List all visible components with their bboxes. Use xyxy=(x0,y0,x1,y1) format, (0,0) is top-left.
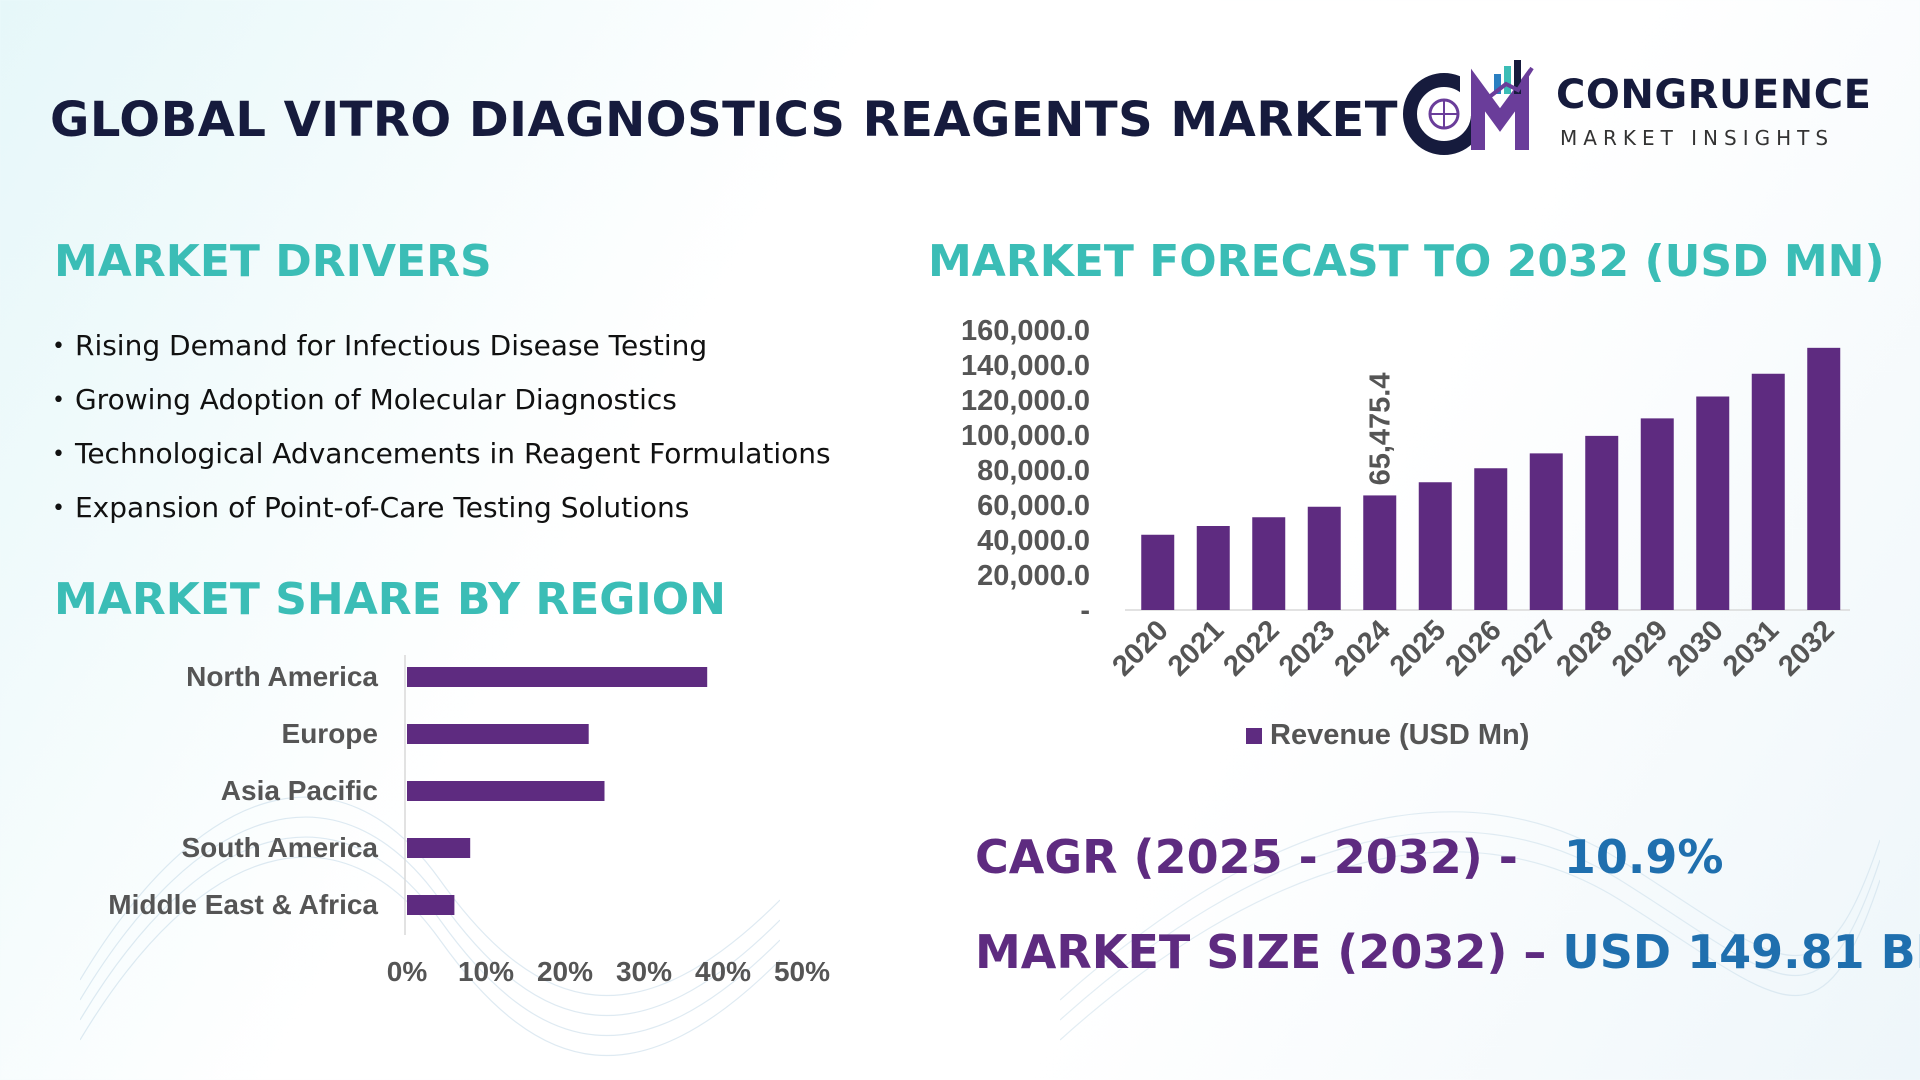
forecast-chart: -20,000.040,000.060,000.080,000.0100,000… xyxy=(961,315,1850,750)
region-x-tick: 40% xyxy=(695,956,751,987)
region-x-tick: 10% xyxy=(458,956,514,987)
forecast-bar xyxy=(1418,482,1452,610)
forecast-x-tick: 2032 xyxy=(1772,614,1840,682)
cagr-label: CAGR (2025 - 2032) - xyxy=(975,830,1518,884)
region-x-tick: 20% xyxy=(537,956,593,987)
forecast-y-tick: 160,000.0 xyxy=(961,315,1090,347)
forecast-bar xyxy=(1196,526,1230,610)
forecast-y-tick: 140,000.0 xyxy=(961,350,1090,382)
cagr-value: 10.9% xyxy=(1563,830,1724,884)
forecast-x-tick: 2022 xyxy=(1217,614,1285,682)
forecast-data-label: 65,475.4 xyxy=(1365,373,1397,486)
forecast-x-tick: 2026 xyxy=(1439,614,1507,682)
forecast-bar xyxy=(1252,517,1286,610)
region-bar xyxy=(407,895,455,915)
company-logo: CONGRUENCE MARKET INSIGHTS xyxy=(1400,54,1880,164)
region-share-title: MARKET SHARE BY REGION xyxy=(54,574,726,625)
region-bar xyxy=(407,838,471,858)
legend-label: Revenue (USD Mn) xyxy=(1270,719,1529,750)
region-bar xyxy=(407,667,708,687)
region-category-label: North America xyxy=(186,661,378,692)
region-category-label: Asia Pacific xyxy=(221,775,378,806)
forecast-bar xyxy=(1585,435,1619,610)
region-bar xyxy=(407,724,589,744)
forecast-title: MARKET FORECAST TO 2032 (USD MN) xyxy=(928,236,1885,287)
region-category-label: Middle East & Africa xyxy=(108,889,378,920)
drivers-title: MARKET DRIVERS xyxy=(54,236,492,287)
forecast-bar xyxy=(1307,506,1341,610)
forecast-bar xyxy=(1640,418,1674,610)
forecast-y-tick: 120,000.0 xyxy=(961,385,1090,417)
region-category-label: South America xyxy=(181,832,378,863)
forecast-x-tick: 2030 xyxy=(1661,614,1729,682)
region-x-tick: 30% xyxy=(616,956,672,987)
forecast-x-tick: 2029 xyxy=(1606,614,1674,682)
forecast-y-tick: 40,000.0 xyxy=(977,525,1090,557)
driver-item: Rising Demand for Infectious Disease Tes… xyxy=(52,322,831,376)
forecast-y-tick: 60,000.0 xyxy=(977,490,1090,522)
forecast-bar xyxy=(1363,495,1397,610)
forecast-y-tick: 80,000.0 xyxy=(977,455,1090,487)
forecast-x-tick: 2025 xyxy=(1384,614,1452,682)
forecast-bar xyxy=(1696,396,1730,610)
forecast-bar xyxy=(1141,534,1175,610)
driver-item: Technological Advancements in Reagent Fo… xyxy=(52,430,831,484)
forecast-x-tick: 2027 xyxy=(1495,614,1563,682)
region-share-chart: North America Europe Asia Pacific South Ame… xyxy=(108,655,830,987)
forecast-x-tick: 2031 xyxy=(1717,614,1785,682)
region-x-tick: 0% xyxy=(387,956,428,987)
market-size-label: MARKET SIZE (2032) – xyxy=(975,925,1547,979)
forecast-bar xyxy=(1529,453,1563,610)
region-bar xyxy=(407,781,605,801)
driver-item: Growing Adoption of Molecular Diagnostic… xyxy=(52,376,831,430)
logo-tagline: MARKET INSIGHTS xyxy=(1560,126,1835,150)
drivers-list: Rising Demand for Infectious Disease Tes… xyxy=(52,322,831,538)
forecast-x-tick: 2023 xyxy=(1273,614,1341,682)
forecast-y-tick: 20,000.0 xyxy=(977,560,1090,592)
forecast-x-tick: 2020 xyxy=(1106,614,1174,682)
page-title: GLOBAL VITRO DIAGNOSTICS REAGENTS MARKET xyxy=(50,92,1399,148)
forecast-bar xyxy=(1807,347,1841,610)
forecast-x-tick: 2024 xyxy=(1328,614,1396,682)
market-size-value: USD 149.81 BN xyxy=(1562,925,1920,979)
driver-item: Expansion of Point-of-Care Testing Solut… xyxy=(52,484,831,538)
region-category-label: Europe xyxy=(282,718,378,749)
market-size-kpi: MARKET SIZE (2032) – USD 149.81 BN xyxy=(975,925,1920,979)
forecast-y-tick: 100,000.0 xyxy=(961,420,1090,452)
forecast-x-tick: 2028 xyxy=(1550,614,1618,682)
forecast-y-tick: - xyxy=(1080,595,1090,627)
legend-swatch xyxy=(1246,728,1262,744)
logo-name: CONGRUENCE xyxy=(1556,72,1872,118)
logo-mark-icon xyxy=(1403,60,1534,155)
forecast-bar xyxy=(1474,468,1508,610)
region-x-tick: 50% xyxy=(774,956,830,987)
cagr-kpi: CAGR (2025 - 2032) - 10.9% xyxy=(975,830,1724,884)
forecast-x-tick: 2021 xyxy=(1162,614,1230,682)
forecast-bar xyxy=(1751,373,1785,610)
